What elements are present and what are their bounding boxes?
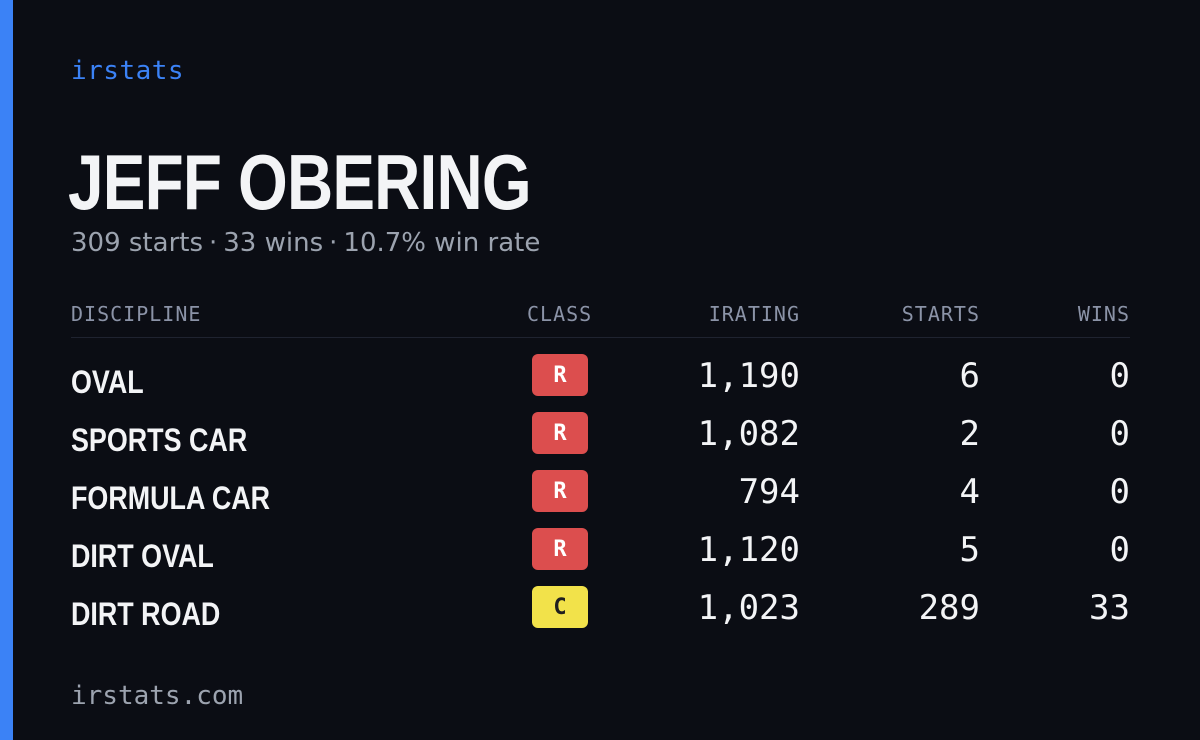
irating-value: 1,190 — [697, 356, 800, 396]
discipline-name: DIRT ROAD — [71, 596, 221, 632]
irating-value: 1,082 — [697, 414, 800, 454]
table-row: SPORTS CAR R 1,082 2 0 — [0, 410, 1200, 468]
class-badge: R — [532, 354, 588, 396]
class-badge: R — [532, 412, 588, 454]
summary-starts: 309 starts — [71, 228, 203, 258]
discipline-name: FORMULA CAR — [71, 480, 271, 516]
starts-value: 289 — [918, 588, 980, 628]
table-row: OVAL R 1,190 6 0 — [0, 352, 1200, 410]
starts-value: 4 — [959, 472, 980, 512]
discipline-table: OVAL R 1,190 6 0 SPORTS CAR R 1,082 2 0 … — [0, 352, 1200, 642]
summary-separator: · — [329, 228, 338, 258]
table-row: DIRT ROAD C 1,023 289 33 — [0, 584, 1200, 642]
footer-site-url: irstats.com — [71, 681, 244, 711]
wins-value: 0 — [1109, 414, 1130, 454]
column-header-class: CLASS — [527, 302, 593, 326]
class-badge: C — [532, 586, 588, 628]
summary-wins: 33 wins — [223, 228, 324, 258]
table-row: FORMULA CAR R 794 4 0 — [0, 468, 1200, 526]
column-header-discipline: DISCIPLINE — [71, 302, 202, 326]
wins-value: 0 — [1109, 472, 1130, 512]
driver-summary: 309 starts · 33 wins · 10.7% win rate — [71, 228, 540, 258]
table-row: DIRT OVAL R 1,120 5 0 — [0, 526, 1200, 584]
driver-name: JEFF OBERING — [68, 138, 532, 226]
wins-value: 0 — [1109, 356, 1130, 396]
discipline-name: OVAL — [71, 364, 144, 400]
discipline-name: SPORTS CAR — [71, 422, 248, 458]
column-header-starts: STARTS — [901, 302, 980, 326]
starts-value: 5 — [959, 530, 980, 570]
class-badge: R — [532, 470, 588, 512]
brand-logo-text: irstats — [71, 56, 185, 86]
starts-value: 6 — [959, 356, 980, 396]
starts-value: 2 — [959, 414, 980, 454]
irating-value: 1,120 — [697, 530, 800, 570]
column-header-irating: IRATING — [708, 302, 800, 326]
wins-value: 33 — [1089, 588, 1130, 628]
irating-value: 1,023 — [697, 588, 800, 628]
discipline-name: DIRT OVAL — [71, 538, 214, 574]
accent-bar — [0, 0, 13, 740]
summary-win-rate: 10.7% win rate — [343, 228, 541, 258]
header-divider — [71, 337, 1130, 338]
irating-value: 794 — [738, 472, 800, 512]
column-header-wins: WINS — [1077, 302, 1130, 326]
class-badge: R — [532, 528, 588, 570]
summary-separator: · — [209, 228, 218, 258]
wins-value: 0 — [1109, 530, 1130, 570]
